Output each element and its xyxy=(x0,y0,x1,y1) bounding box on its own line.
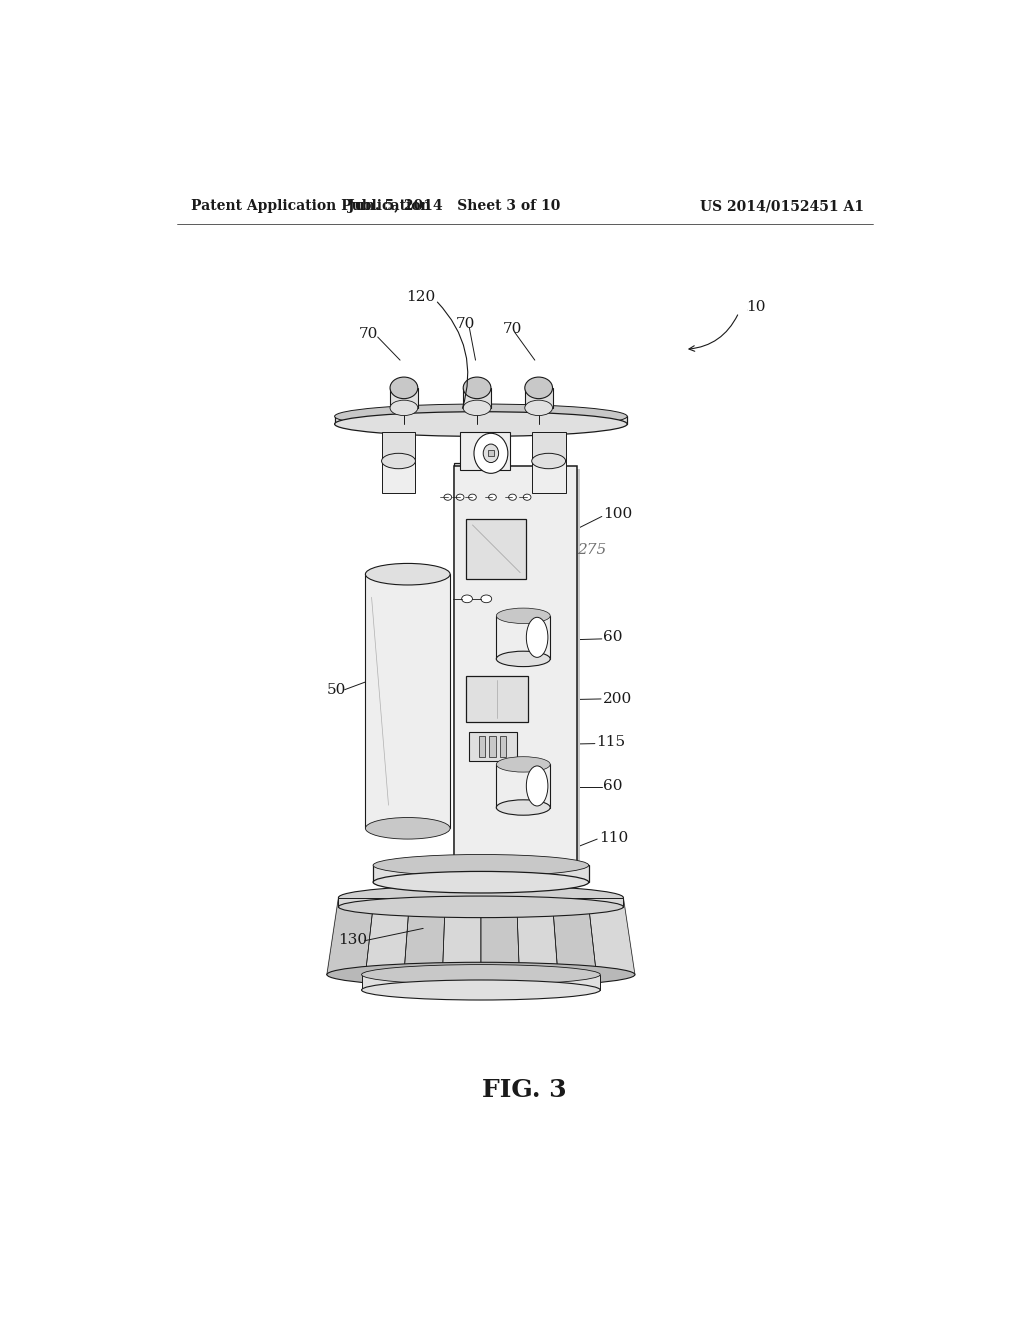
Ellipse shape xyxy=(497,800,550,816)
Polygon shape xyxy=(366,898,410,974)
Ellipse shape xyxy=(509,494,516,500)
Ellipse shape xyxy=(366,817,451,840)
Text: 70: 70 xyxy=(503,322,522,337)
FancyArrowPatch shape xyxy=(689,315,737,351)
Bar xyxy=(478,737,484,758)
Bar xyxy=(531,432,565,461)
Ellipse shape xyxy=(488,494,497,500)
Bar xyxy=(469,733,517,762)
Ellipse shape xyxy=(366,564,451,585)
Ellipse shape xyxy=(523,494,531,500)
Ellipse shape xyxy=(462,595,472,603)
Polygon shape xyxy=(588,898,635,974)
Ellipse shape xyxy=(390,378,418,399)
Text: 100: 100 xyxy=(603,507,633,521)
Ellipse shape xyxy=(463,400,490,416)
Bar xyxy=(361,974,600,990)
Ellipse shape xyxy=(526,618,548,657)
Ellipse shape xyxy=(339,896,624,917)
Bar xyxy=(339,898,624,907)
Ellipse shape xyxy=(382,453,416,469)
Text: 115: 115 xyxy=(596,735,626,748)
Polygon shape xyxy=(327,898,374,974)
Ellipse shape xyxy=(444,494,452,500)
Bar xyxy=(382,461,416,494)
Ellipse shape xyxy=(531,453,565,469)
Polygon shape xyxy=(481,898,519,974)
Polygon shape xyxy=(516,898,558,974)
Ellipse shape xyxy=(335,404,628,429)
Polygon shape xyxy=(552,898,596,974)
Ellipse shape xyxy=(373,871,589,892)
Ellipse shape xyxy=(526,766,548,807)
Bar xyxy=(454,466,578,882)
Ellipse shape xyxy=(483,444,499,462)
Bar xyxy=(487,450,494,457)
Ellipse shape xyxy=(327,962,635,987)
Text: 70: 70 xyxy=(456,317,475,331)
Bar xyxy=(460,432,510,470)
Ellipse shape xyxy=(497,609,550,623)
Ellipse shape xyxy=(457,494,464,500)
Bar xyxy=(466,519,526,578)
Ellipse shape xyxy=(525,400,553,416)
Ellipse shape xyxy=(497,756,550,772)
Polygon shape xyxy=(403,898,445,974)
Ellipse shape xyxy=(463,378,490,399)
Bar xyxy=(390,388,418,408)
Text: Patent Application Publication: Patent Application Publication xyxy=(190,199,430,213)
Bar xyxy=(497,764,550,808)
Bar xyxy=(578,470,581,882)
Ellipse shape xyxy=(497,651,550,667)
Text: 70: 70 xyxy=(358,327,378,341)
Text: FIG. 3: FIG. 3 xyxy=(482,1078,567,1102)
Ellipse shape xyxy=(525,378,553,399)
Text: 200: 200 xyxy=(603,692,633,706)
Text: 275: 275 xyxy=(578,543,606,557)
Ellipse shape xyxy=(339,886,624,909)
Text: 60: 60 xyxy=(603,779,623,793)
Bar xyxy=(366,574,451,829)
Bar xyxy=(524,388,553,408)
Bar xyxy=(497,615,550,659)
FancyArrowPatch shape xyxy=(437,302,468,408)
Bar xyxy=(373,866,589,882)
Ellipse shape xyxy=(361,979,600,1001)
Text: 50: 50 xyxy=(327,682,346,697)
Text: 130: 130 xyxy=(339,933,368,946)
Bar xyxy=(454,462,490,882)
Ellipse shape xyxy=(361,965,600,985)
Text: 110: 110 xyxy=(599,830,628,845)
Bar xyxy=(466,676,528,722)
Bar xyxy=(489,737,496,758)
Text: 10: 10 xyxy=(746,300,766,314)
Text: Jun. 5, 2014   Sheet 3 of 10: Jun. 5, 2014 Sheet 3 of 10 xyxy=(348,199,560,213)
Ellipse shape xyxy=(481,595,492,603)
Ellipse shape xyxy=(469,494,476,500)
Bar xyxy=(531,461,565,494)
Ellipse shape xyxy=(390,400,418,416)
Polygon shape xyxy=(442,898,481,974)
Ellipse shape xyxy=(373,854,589,876)
Bar xyxy=(335,416,628,424)
Bar xyxy=(382,432,416,461)
Bar xyxy=(500,737,506,758)
Text: 120: 120 xyxy=(407,290,435,304)
Ellipse shape xyxy=(335,412,628,437)
Bar xyxy=(463,388,490,408)
Text: US 2014/0152451 A1: US 2014/0152451 A1 xyxy=(700,199,864,213)
Ellipse shape xyxy=(474,433,508,474)
Text: 60: 60 xyxy=(603,631,623,644)
